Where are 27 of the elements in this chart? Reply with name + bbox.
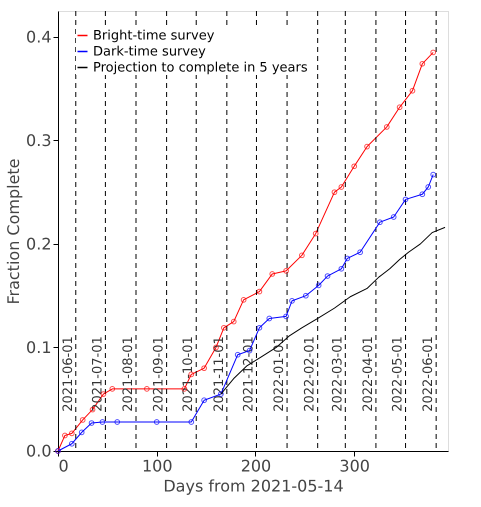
y-tick-label: 0.4 [26,27,52,46]
annotation: 2021-10-01 [181,336,196,412]
annotation: 2021-07-01 [90,336,106,412]
x-tick-label: 0 [58,456,69,476]
y-tick-label: 0.3 [26,130,52,150]
annotation: 2022-02-01 [302,336,318,412]
annotation: 2021-12-01 [241,336,256,412]
x-tick-label: 200 [240,456,272,476]
annotation: 2022-06-01 [421,336,436,412]
annotation: 2021-09-01 [152,336,167,412]
annotation: 2022-03-01 [330,336,346,412]
annotation: 2022-01-01 [272,336,288,412]
x-tick-label: 100 [142,456,173,476]
annotation: 2021-06-01 [60,336,76,412]
y-tick-label: 0.0 [26,442,52,460]
y-tick-label: 0.2 [26,234,52,254]
y-axis-title: Fraction Complete [4,158,24,305]
annotation: 2022-04-01 [360,336,376,412]
legend-label: Bright-time survey [93,28,215,44]
y-tick-label: 0.1 [26,338,52,357]
annotation: 2021-08-01 [121,336,136,412]
annotation: 2022-05-01 [390,336,406,412]
legend-label: Dark-time survey [93,44,206,60]
x-axis-title: Days from 2021-05-14 [163,476,344,496]
x-tick-label: 300 [339,456,370,476]
annotation: 2021-11-01 [212,336,227,412]
legend-label: Projection to complete in 5 years [93,60,308,76]
